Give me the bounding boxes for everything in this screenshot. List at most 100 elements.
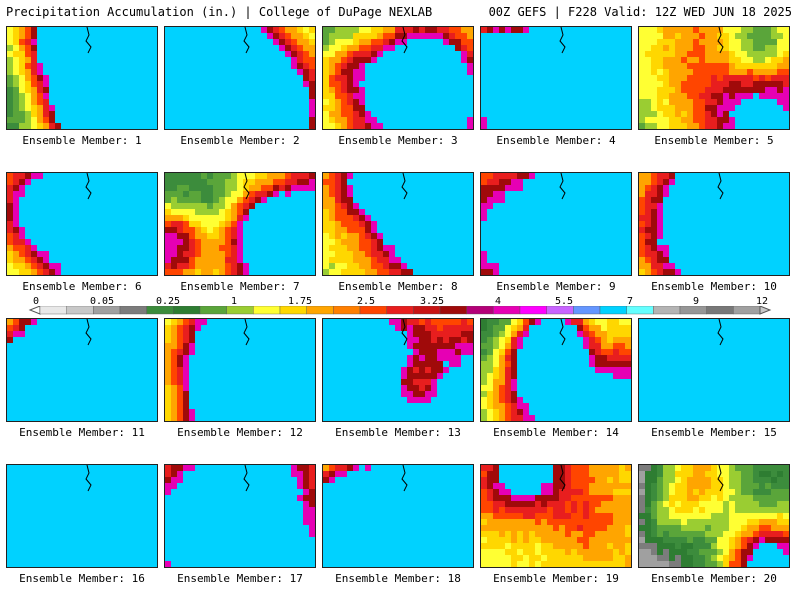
member-map-panel xyxy=(322,26,474,130)
coastline-outline xyxy=(401,465,408,492)
precip-field-map xyxy=(323,465,473,567)
ensemble-member-label: Ensemble Member: 10 xyxy=(651,280,777,293)
member-map-panel xyxy=(480,26,632,130)
coastline-outline xyxy=(717,465,724,492)
colorbar-max-arrow xyxy=(759,306,772,315)
member-map-panel xyxy=(638,26,790,130)
member-map-panel xyxy=(638,318,790,422)
ensemble-member-label: Ensemble Member: 13 xyxy=(335,426,461,439)
precipitation-colorbar: 0 0.05 0.25 1 1.75 2.5 3.25 4 5.5 7 9 12 xyxy=(0,296,800,320)
colorbar-tick-label: 12 xyxy=(755,296,769,307)
member-map-panel xyxy=(322,464,474,568)
ensemble-member-label: Ensemble Member: 8 xyxy=(338,280,458,293)
coastline-outline xyxy=(85,319,92,346)
colorbar-swatch xyxy=(573,306,601,315)
model-valid-time: 00Z GEFS | F228 Valid: 12Z WED JUN 18 20… xyxy=(488,5,792,19)
ensemble-member-label: Ensemble Member: 3 xyxy=(338,134,458,147)
colorbar-tick-label: 7 xyxy=(626,296,634,307)
precip-field-map xyxy=(323,319,473,421)
precip-field-map xyxy=(639,27,789,129)
coastline-outline xyxy=(559,173,566,200)
member-map-panel xyxy=(164,318,316,422)
member-map-panel xyxy=(164,26,316,130)
member-map-panel xyxy=(6,26,158,130)
precip-field-map xyxy=(165,319,315,421)
ensemble-member-label: Ensemble Member: 15 xyxy=(651,426,777,439)
precip-field-map xyxy=(639,465,789,567)
colorbar-swatch xyxy=(599,306,627,315)
colorbar-swatch xyxy=(653,306,681,315)
colorbar-tick-label: 0.25 xyxy=(155,296,181,307)
ensemble-member-label: Ensemble Member: 17 xyxy=(177,572,303,585)
colorbar-swatch xyxy=(199,306,227,315)
colorbar-tick-label: 0.05 xyxy=(89,296,115,307)
precip-field-map xyxy=(165,173,315,275)
colorbar-swatch xyxy=(119,306,147,315)
member-map-panel xyxy=(6,318,158,422)
ensemble-member-label: Ensemble Member: 12 xyxy=(177,426,303,439)
member-map-panel xyxy=(6,464,158,568)
ensemble-member-label: Ensemble Member: 6 xyxy=(22,280,142,293)
coastline-outline xyxy=(401,319,408,346)
coastline-outline xyxy=(717,173,724,200)
colorbar-tick-label: 2.5 xyxy=(356,296,376,307)
coastline-outline xyxy=(401,173,408,200)
coastline-outline xyxy=(559,319,566,346)
colorbar-swatches xyxy=(28,306,772,315)
colorbar-tick-label: 3.25 xyxy=(419,296,445,307)
colorbar-tick-label: 5.5 xyxy=(554,296,574,307)
precip-field-map xyxy=(165,465,315,567)
coastline-outline xyxy=(559,27,566,54)
member-map-panel xyxy=(480,464,632,568)
colorbar-tick-label: 1 xyxy=(230,296,238,307)
ensemble-member-label: Ensemble Member: 5 xyxy=(654,134,774,147)
member-map-panel xyxy=(164,172,316,276)
member-map-panel xyxy=(638,464,790,568)
precip-field-map xyxy=(639,319,789,421)
precip-field-map xyxy=(7,465,157,567)
colorbar-tick-label: 1.75 xyxy=(287,296,313,307)
member-map-panel xyxy=(480,318,632,422)
ensemble-member-label: Ensemble Member: 20 xyxy=(651,572,777,585)
coastline-outline xyxy=(243,465,250,492)
member-map-panel xyxy=(322,318,474,422)
ensemble-member-label: Ensemble Member: 18 xyxy=(335,572,461,585)
coastline-outline xyxy=(243,173,250,200)
page-header: Precipitation Accumulation (in.) | Colle… xyxy=(0,0,800,24)
member-map-panel xyxy=(638,172,790,276)
ensemble-member-label: Ensemble Member: 11 xyxy=(19,426,145,439)
coastline-outline xyxy=(717,319,724,346)
precip-field-map xyxy=(7,27,157,129)
colorbar-tick-label: 4 xyxy=(494,296,502,307)
precip-field-map xyxy=(639,173,789,275)
coastline-outline xyxy=(559,465,566,492)
ensemble-member-label: Ensemble Member: 16 xyxy=(19,572,145,585)
precip-field-map xyxy=(481,319,631,421)
coastline-outline xyxy=(243,319,250,346)
colorbar-swatch xyxy=(466,306,494,315)
precip-field-map xyxy=(7,319,157,421)
colorbar-swatch xyxy=(706,306,734,315)
ensemble-member-label: Ensemble Member: 14 xyxy=(493,426,619,439)
member-map-panel xyxy=(164,464,316,568)
precip-field-map xyxy=(7,173,157,275)
precip-field-map xyxy=(323,173,473,275)
coastline-outline xyxy=(717,27,724,54)
coastline-outline xyxy=(243,27,250,54)
coastline-outline xyxy=(401,27,408,54)
ensemble-member-label: Ensemble Member: 2 xyxy=(180,134,300,147)
colorbar-tick-label: 9 xyxy=(692,296,700,307)
colorbar-swatch xyxy=(386,306,414,315)
precip-field-map xyxy=(323,27,473,129)
ensemble-member-label: Ensemble Member: 1 xyxy=(22,134,142,147)
precip-field-map xyxy=(481,27,631,129)
ensemble-member-label: Ensemble Member: 9 xyxy=(496,280,616,293)
precip-field-map xyxy=(481,173,631,275)
ensemble-member-label: Ensemble Member: 19 xyxy=(493,572,619,585)
member-map-panel xyxy=(480,172,632,276)
member-map-panel xyxy=(6,172,158,276)
colorbar-tick-label: 0 xyxy=(32,296,40,307)
colorbar-swatch xyxy=(253,306,281,315)
product-title: Precipitation Accumulation (in.) | Colle… xyxy=(6,5,433,19)
